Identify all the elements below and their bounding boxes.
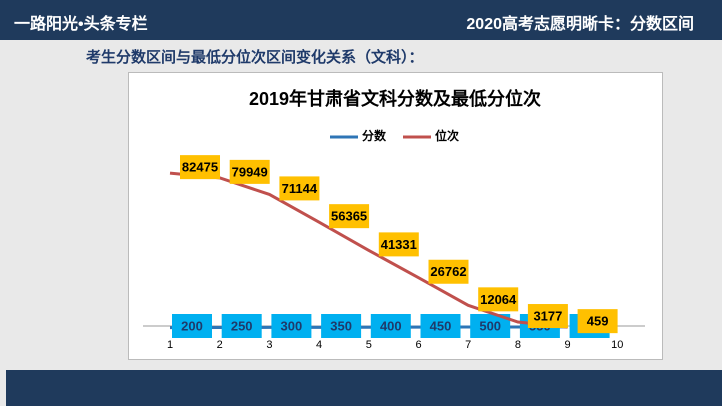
data-label: 200	[181, 318, 203, 333]
data-label-box	[172, 314, 212, 338]
data-label: 3177	[533, 308, 562, 323]
data-label: 82475	[182, 160, 218, 175]
x-tick-label: 9	[565, 339, 571, 351]
data-label: 56365	[331, 209, 367, 224]
data-label: 450	[430, 318, 452, 333]
data-label: 459	[587, 314, 609, 329]
data-label-box	[279, 176, 320, 201]
data-label: 400	[380, 318, 402, 333]
data-label-box	[321, 314, 362, 338]
data-label: 250	[231, 318, 253, 333]
x-tick-label: 1	[167, 339, 173, 351]
data-label: 500	[479, 318, 501, 333]
data-label-box	[329, 204, 370, 229]
data-label-box	[221, 314, 262, 338]
chart-title: 2019年甘肃省文科分数及最低分位次	[249, 88, 541, 109]
data-label-box	[577, 309, 618, 334]
data-label-box	[428, 259, 469, 284]
x-tick-label: 6	[415, 339, 421, 351]
header-right: 2020高考志愿明晰卡：分数区间	[466, 16, 694, 33]
subtitle: 考生分数区间与最低分位次区间变化关系（文科）：	[86, 49, 424, 66]
data-label-box	[229, 159, 270, 184]
chart: 2019年甘肃省文科分数及最低分位次 1 2 3 4 5 6 7 8 9 10 分数 位次 200 250…	[128, 72, 663, 360]
header-left: 一路阳光•头条专栏	[14, 16, 148, 33]
x-tick-label: 3	[266, 339, 272, 351]
data-label-box	[478, 287, 519, 312]
data-label-box	[180, 155, 220, 180]
data-label: 12064	[480, 292, 517, 307]
data-label-box	[527, 304, 568, 329]
legend-label: 分数	[362, 128, 387, 143]
x-tick-label: 5	[366, 339, 372, 351]
data-label-box	[271, 314, 312, 338]
chart-area	[128, 72, 663, 360]
legend-label: 位次	[435, 128, 459, 143]
x-tick-label: 10	[611, 339, 623, 351]
data-label-box	[370, 314, 411, 338]
x-tick-label: 8	[515, 339, 521, 351]
data-label: 79949	[232, 164, 268, 179]
data-label: 71144	[282, 181, 318, 196]
x-tick-label: 7	[465, 339, 471, 351]
data-label: 350	[330, 318, 352, 333]
data-label: 300	[281, 318, 303, 333]
data-label: 26762	[430, 264, 466, 279]
x-tick-label: 4	[316, 339, 322, 351]
data-label-box	[378, 232, 419, 257]
x-tick-label: 2	[217, 339, 223, 351]
header-bar: 一路阳光•头条专栏 2020高考志愿明晰卡：分数区间	[0, 0, 722, 40]
footer-bar	[6, 370, 722, 406]
data-label: 41331	[381, 237, 417, 252]
data-label-box	[420, 314, 461, 338]
